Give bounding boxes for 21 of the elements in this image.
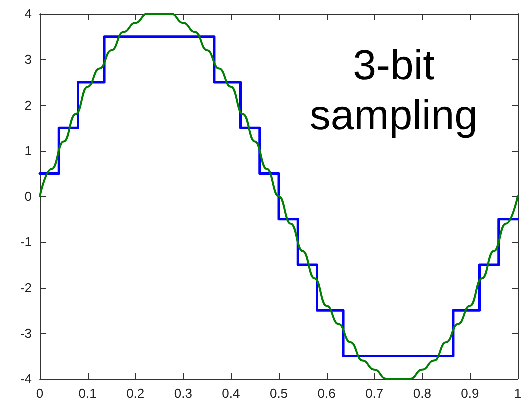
x-tick-label: 0.5 [270,386,288,401]
y-tick-label: 1 [24,143,32,158]
x-tick-label: 1 [514,386,522,401]
annotation: 3-bit sampling [310,42,478,138]
x-tick-label: 0.6 [318,386,336,401]
y-tick-label: 4 [24,6,32,22]
y-tick-label: 3 [24,52,32,68]
y-tick-label: -1 [20,234,32,250]
x-tick-label: 0.2 [126,386,145,401]
y-tick-label: -2 [20,280,32,296]
x-tick-label: 0 [36,386,44,401]
y-tick-label: -4 [20,372,32,386]
x-tick-label: 0.3 [174,386,192,401]
x-tick-label: 0.9 [461,386,480,401]
x-tick-label: 0.1 [78,386,97,401]
y-tick-label: 0 [24,189,32,204]
x-tick-label: 0.7 [366,386,384,401]
y-tick-label: 2 [24,98,32,113]
y-tick-label: -3 [20,326,32,341]
x-tick-label: 0.8 [413,386,432,401]
x-tick-label: 0.4 [222,386,240,401]
